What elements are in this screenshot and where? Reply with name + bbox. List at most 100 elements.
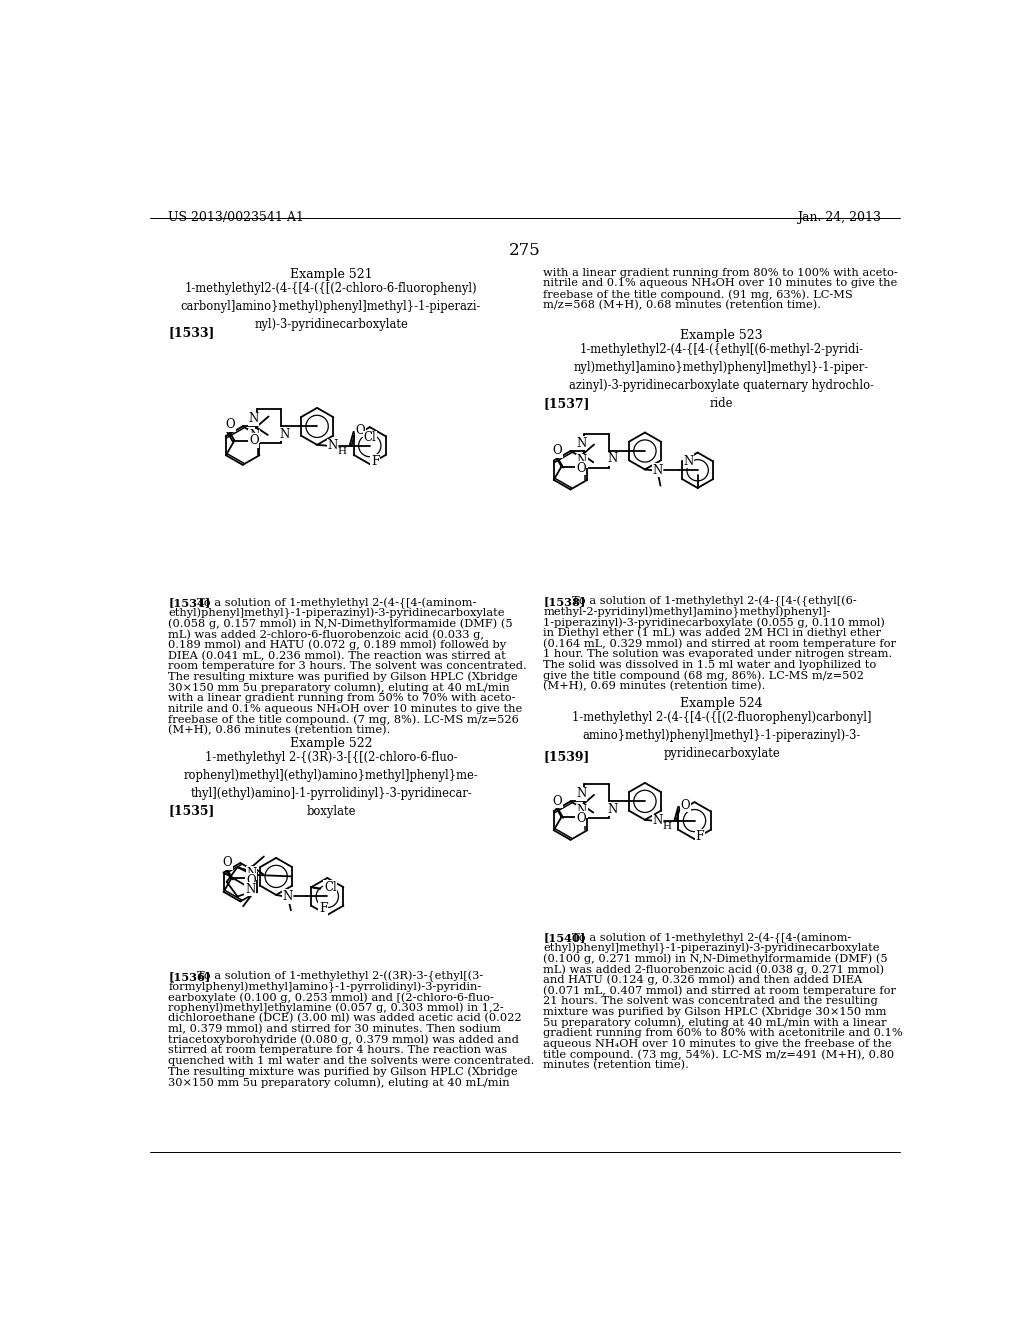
Text: (M+H), 0.69 minutes (retention time).: (M+H), 0.69 minutes (retention time). — [544, 681, 766, 692]
Text: 30×150 mm 5u preparatory column), eluting at 40 mL/min: 30×150 mm 5u preparatory column), elutin… — [168, 1077, 510, 1088]
Text: N: N — [247, 867, 257, 880]
Text: freebase of the title compound. (91 mg, 63%). LC-MS: freebase of the title compound. (91 mg, … — [544, 289, 853, 300]
Text: m/z=568 (M+H), 0.68 minutes (retention time).: m/z=568 (M+H), 0.68 minutes (retention t… — [544, 300, 821, 310]
Text: N: N — [577, 437, 587, 450]
Text: room temperature for 3 hours. The solvent was concentrated.: room temperature for 3 hours. The solven… — [168, 661, 527, 671]
Text: N: N — [249, 429, 259, 442]
Text: gradient running from 60% to 80% with acetonitrile and 0.1%: gradient running from 60% to 80% with ac… — [544, 1028, 903, 1038]
Text: Example 521: Example 521 — [290, 268, 373, 281]
Text: To a solution of 1-methylethyl 2-(4-{[4-({ethyl[(6-: To a solution of 1-methylethyl 2-(4-{[4-… — [572, 595, 857, 607]
Text: 5u preparatory column), eluting at 40 mL/min with a linear: 5u preparatory column), eluting at 40 mL… — [544, 1018, 887, 1028]
Text: methyl-2-pyridinyl)methyl]amino}methyl)phenyl]-: methyl-2-pyridinyl)methyl]amino}methyl)p… — [544, 606, 830, 618]
Text: O: O — [222, 857, 232, 869]
Text: 275: 275 — [509, 242, 541, 259]
Text: [1539]: [1539] — [544, 750, 590, 763]
Text: stirred at room temperature for 4 hours. The reaction was: stirred at room temperature for 4 hours.… — [168, 1045, 508, 1055]
Text: ethyl)phenyl]methyl}-1-piperazinyl)-3-pyridinecarboxylate: ethyl)phenyl]methyl}-1-piperazinyl)-3-py… — [544, 942, 880, 954]
Text: F: F — [371, 454, 380, 467]
Text: ethyl)phenyl]methyl}-1-piperazinyl)-3-pyridinecarboxylate: ethyl)phenyl]methyl}-1-piperazinyl)-3-py… — [168, 609, 505, 619]
Text: To a solution of 1-methylethyl 2-(4-{[4-(aminom-: To a solution of 1-methylethyl 2-(4-{[4-… — [572, 932, 851, 944]
Text: mL) was added 2-fluorobenzoic acid (0.038 g, 0.271 mmol): mL) was added 2-fluorobenzoic acid (0.03… — [544, 964, 885, 974]
Text: N: N — [328, 440, 338, 453]
Text: O: O — [553, 795, 562, 808]
Text: US 2013/0023541 A1: US 2013/0023541 A1 — [168, 211, 304, 224]
Text: To a solution of 1-methylethyl 2-(4-{[4-(aminom-: To a solution of 1-methylethyl 2-(4-{[4-… — [197, 598, 476, 609]
Text: The resulting mixture was purified by Gilson HPLC (Xbridge: The resulting mixture was purified by Gi… — [168, 672, 518, 682]
Text: F: F — [319, 903, 328, 915]
Text: O: O — [553, 445, 562, 457]
Text: give the title compound (68 mg, 86%). LC-MS m/z=502: give the title compound (68 mg, 86%). LC… — [544, 671, 864, 681]
Text: triacetoxyborohydride (0.080 g, 0.379 mmol) was added and: triacetoxyborohydride (0.080 g, 0.379 mm… — [168, 1035, 519, 1045]
Text: O: O — [225, 418, 236, 432]
Text: [1536]: [1536] — [168, 970, 211, 982]
Text: O: O — [577, 462, 586, 475]
Text: rophenyl)methyl]ethylamine (0.057 g, 0.303 mmol) in 1,2-: rophenyl)methyl]ethylamine (0.057 g, 0.3… — [168, 1003, 504, 1014]
Text: N: N — [249, 412, 259, 425]
Text: O: O — [577, 812, 586, 825]
Text: 1-methylethyl 2-(4-{[4-({[(2-fluorophenyl)carbonyl]
amino}methyl)phenyl]methyl}-: 1-methylethyl 2-(4-{[4-({[(2-fluoropheny… — [571, 711, 871, 760]
Text: N: N — [683, 455, 693, 467]
Text: 0.189 mmol) and HATU (0.072 g, 0.189 mmol) followed by: 0.189 mmol) and HATU (0.072 g, 0.189 mmo… — [168, 640, 507, 651]
Text: Example 522: Example 522 — [290, 738, 373, 751]
Text: N: N — [577, 787, 587, 800]
Text: (0.100 g, 0.271 mmol) in N,N-Dimethylformamide (DMF) (5: (0.100 g, 0.271 mmol) in N,N-Dimethylfor… — [544, 953, 888, 964]
Text: The resulting mixture was purified by Gilson HPLC (Xbridge: The resulting mixture was purified by Gi… — [168, 1067, 518, 1077]
Text: Jan. 24, 2013: Jan. 24, 2013 — [798, 211, 882, 224]
Text: and HATU (0.124 g, 0.326 mmol) and then added DIEA: and HATU (0.124 g, 0.326 mmol) and then … — [544, 974, 862, 985]
Text: minutes (retention time).: minutes (retention time). — [544, 1060, 689, 1071]
Text: N: N — [577, 804, 587, 817]
Text: [1538]: [1538] — [544, 595, 586, 607]
Text: F: F — [695, 829, 705, 842]
Text: mL) was added 2-chloro-6-fluorobenzoic acid (0.033 g,: mL) was added 2-chloro-6-fluorobenzoic a… — [168, 630, 484, 640]
Text: ml, 0.379 mmol) and stirred for 30 minutes. Then sodium: ml, 0.379 mmol) and stirred for 30 minut… — [168, 1024, 502, 1035]
Text: Example 524: Example 524 — [680, 697, 763, 710]
Text: nitrile and 0.1% aqueous NH₄OH over 10 minutes to give the: nitrile and 0.1% aqueous NH₄OH over 10 m… — [544, 279, 898, 288]
Text: Cl: Cl — [364, 432, 376, 445]
Text: To a solution of 1-methylethyl 2-((3R)-3-{ethyl[(3-: To a solution of 1-methylethyl 2-((3R)-3… — [197, 970, 483, 982]
Text: with a linear gradient running from 50% to 70% with aceto-: with a linear gradient running from 50% … — [168, 693, 516, 704]
Text: Example 523: Example 523 — [680, 330, 763, 342]
Text: (0.071 mL, 0.407 mmol) and stirred at room temperature for: (0.071 mL, 0.407 mmol) and stirred at ro… — [544, 985, 896, 997]
Text: 1 hour. The solution was evaporated under nitrogen stream.: 1 hour. The solution was evaporated unde… — [544, 649, 893, 659]
Text: mixture was purified by Gilson HPLC (Xbridge 30×150 mm: mixture was purified by Gilson HPLC (Xbr… — [544, 1007, 887, 1018]
Text: freebase of the title compound. (7 mg, 8%). LC-MS m/z=526: freebase of the title compound. (7 mg, 8… — [168, 714, 519, 725]
Text: (M+H), 0.86 minutes (retention time).: (M+H), 0.86 minutes (retention time). — [168, 725, 391, 735]
Text: O: O — [249, 434, 259, 447]
Text: (0.164 mL, 0.329 mmol) and stirred at room temperature for: (0.164 mL, 0.329 mmol) and stirred at ro… — [544, 639, 896, 649]
Text: N: N — [577, 454, 587, 467]
Text: O: O — [246, 874, 256, 887]
Text: DIEA (0.041 mL, 0.236 mmol). The reaction was stirred at: DIEA (0.041 mL, 0.236 mmol). The reactio… — [168, 651, 506, 661]
Text: Cl: Cl — [324, 880, 337, 894]
Text: O: O — [680, 799, 690, 812]
Text: H: H — [663, 822, 672, 832]
Text: 21 hours. The solvent was concentrated and the resulting: 21 hours. The solvent was concentrated a… — [544, 997, 879, 1006]
Text: N: N — [280, 428, 290, 441]
Text: [1534]: [1534] — [168, 598, 211, 609]
Text: (0.058 g, 0.157 mmol) in N,N-Dimethylformamide (DMF) (5: (0.058 g, 0.157 mmol) in N,N-Dimethylfor… — [168, 619, 513, 630]
Text: 30×150 mm 5u preparatory column), eluting at 40 mL/min: 30×150 mm 5u preparatory column), elutin… — [168, 682, 510, 693]
Text: N: N — [283, 890, 293, 903]
Text: earboxylate (0.100 g, 0.253 mmol) and [(2-chloro-6-fluo-: earboxylate (0.100 g, 0.253 mmol) and [(… — [168, 993, 495, 1003]
Text: 1-methylethyl2-(4-{[4-({[(2-chloro-6-fluorophenyl)
carbonyl]amino}methyl)phenyl]: 1-methylethyl2-(4-{[4-({[(2-chloro-6-flu… — [181, 281, 481, 330]
Text: [1537]: [1537] — [544, 397, 590, 411]
Text: N: N — [607, 803, 617, 816]
Text: N: N — [652, 814, 663, 828]
Text: 1-methylethyl 2-{(3R)-3-[{[(2-chloro-6-fluo-
rophenyl)methyl](ethyl)amino}methyl: 1-methylethyl 2-{(3R)-3-[{[(2-chloro-6-f… — [183, 751, 478, 818]
Text: with a linear gradient running from 80% to 100% with aceto-: with a linear gradient running from 80% … — [544, 268, 898, 277]
Text: [1533]: [1533] — [168, 326, 215, 339]
Text: The solid was dissolved in 1.5 ml water and lyophilized to: The solid was dissolved in 1.5 ml water … — [544, 660, 877, 669]
Text: N: N — [245, 883, 255, 896]
Text: dichloroethane (DCE) (3.00 ml) was added acetic acid (0.022: dichloroethane (DCE) (3.00 ml) was added… — [168, 1014, 522, 1023]
Text: [1540]: [1540] — [544, 932, 586, 944]
Text: O: O — [355, 424, 366, 437]
Text: H: H — [337, 446, 346, 455]
Text: title compound. (73 mg, 54%). LC-MS m/z=491 (M+H), 0.80: title compound. (73 mg, 54%). LC-MS m/z=… — [544, 1049, 895, 1060]
Text: 1-methylethyl2-(4-{[4-({ethyl[(6-methyl-2-pyridi-
nyl)methyl]amino}methyl)phenyl: 1-methylethyl2-(4-{[4-({ethyl[(6-methyl-… — [569, 343, 874, 411]
Text: N: N — [607, 453, 617, 465]
Text: formylphenyl)methyl]amino}-1-pyrrolidinyl)-3-pyridin-: formylphenyl)methyl]amino}-1-pyrrolidiny… — [168, 981, 481, 993]
Text: N: N — [652, 463, 663, 477]
Text: in Diethyl ether (1 mL) was added 2M HCl in diethyl ether: in Diethyl ether (1 mL) was added 2M HCl… — [544, 627, 882, 638]
Text: [1535]: [1535] — [168, 804, 215, 817]
Text: nitrile and 0.1% aqueous NH₄OH over 10 minutes to give the: nitrile and 0.1% aqueous NH₄OH over 10 m… — [168, 704, 522, 714]
Text: quenched with 1 ml water and the solvents were concentrated.: quenched with 1 ml water and the solvent… — [168, 1056, 535, 1065]
